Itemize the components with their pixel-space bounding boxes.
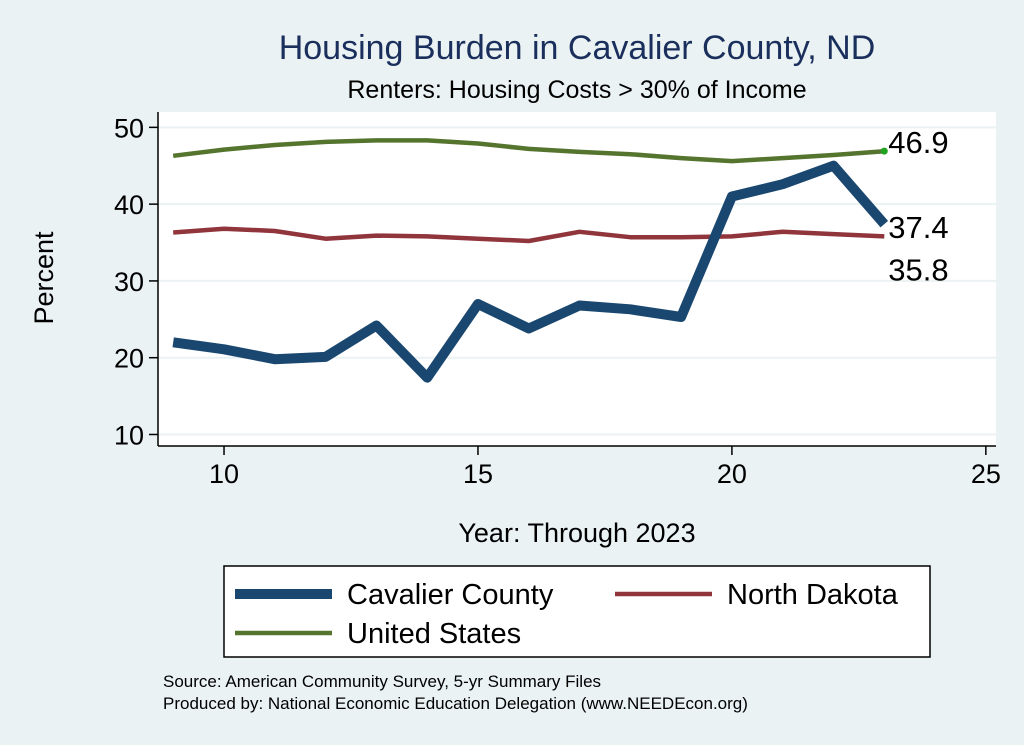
x-tick-label: 25	[971, 459, 1001, 489]
y-tick-label: 30	[114, 267, 144, 297]
y-axis-label: Percent	[29, 231, 59, 325]
series-lines	[172, 138, 889, 383]
legend-box	[223, 565, 931, 658]
x-tick-label: 15	[463, 459, 493, 489]
legend-label-united-states: United States	[347, 618, 521, 650]
x-tick-label: 20	[717, 459, 747, 489]
plot-area	[158, 112, 996, 446]
x-axis-label: Year: Through 2023	[458, 518, 695, 548]
end-label-cavalier-county: 37.4	[888, 210, 948, 245]
axes: 10 20 30 40 50 10 15 20 25	[114, 112, 1001, 489]
series-line-cavalier-county	[172, 160, 889, 383]
y-tick-label: 10	[114, 420, 144, 450]
source-note: Source: American Community Survey, 5-yr …	[163, 672, 601, 691]
chart-subtitle: Renters: Housing Costs > 30% of Income	[347, 76, 806, 104]
end-label-north-dakota: 35.8	[888, 252, 948, 287]
x-tick-label: 10	[209, 459, 239, 489]
legend-label-cavalier-county: Cavalier County	[347, 579, 554, 611]
y-tick-label: 20	[114, 344, 144, 374]
end-marker-united-states	[880, 147, 888, 155]
produced-by-note: Produced by: National Economic Education…	[163, 694, 748, 713]
end-label-united-states: 46.9	[888, 125, 948, 160]
series-line-north-dakota	[173, 226, 885, 244]
legend-label-north-dakota: North Dakota	[727, 579, 899, 611]
end-labels: 37.4 35.8 46.9	[880, 125, 949, 287]
legend: Cavalier County North Dakota United States	[235, 579, 899, 650]
y-tick-label: 50	[114, 113, 144, 143]
chart-title: Housing Burden in Cavalier County, ND	[279, 29, 876, 67]
series-line-united-states	[172, 138, 885, 164]
y-tick-label: 40	[114, 190, 144, 220]
